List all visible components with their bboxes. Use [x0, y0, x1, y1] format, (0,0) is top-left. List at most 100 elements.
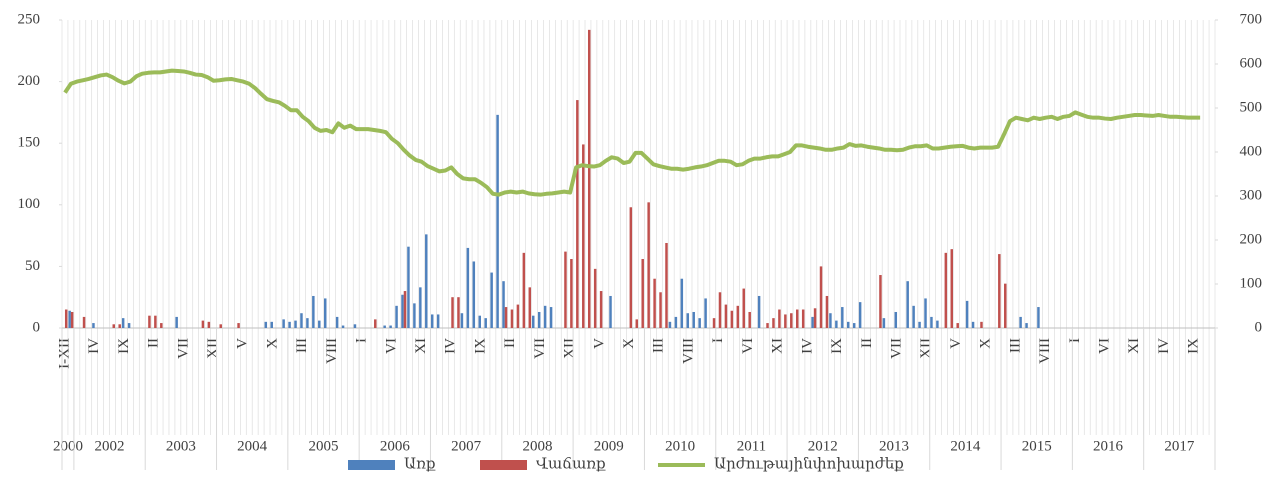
bar	[680, 278, 684, 328]
bar	[665, 242, 668, 328]
bar	[757, 295, 761, 328]
legend-swatch	[480, 460, 527, 470]
bar	[335, 316, 339, 328]
x-tick-label: X	[621, 338, 637, 349]
y2-tick-label: 500	[1240, 99, 1263, 115]
year-label: 2006	[380, 438, 411, 454]
y-tick-label: 0	[33, 319, 41, 335]
bar	[502, 281, 505, 328]
bar	[1019, 316, 1022, 328]
bar	[466, 247, 470, 328]
bar	[312, 295, 315, 328]
bar	[668, 321, 672, 328]
bar	[858, 302, 862, 328]
bar	[264, 321, 268, 328]
bar	[516, 304, 520, 328]
bar	[918, 321, 921, 328]
bar	[1025, 323, 1028, 328]
bar	[724, 304, 728, 328]
y2-tick-label: 700	[1240, 11, 1263, 27]
x-tick-label: XI	[1126, 338, 1142, 354]
bar	[374, 319, 377, 328]
bar	[504, 307, 508, 328]
bar	[593, 268, 597, 328]
bar	[413, 303, 416, 328]
bar	[698, 318, 701, 328]
x-tick-label: XI	[413, 338, 429, 354]
bar	[522, 252, 526, 328]
bar	[318, 320, 321, 328]
x-tick-label: V	[948, 338, 964, 349]
bar	[879, 275, 882, 328]
x-tick-label: I	[354, 338, 370, 343]
x-tick-label: III	[651, 338, 667, 353]
bar	[237, 323, 240, 328]
year-label: 2005	[309, 438, 339, 454]
bar	[704, 298, 707, 328]
x-tick-label: III	[1007, 338, 1023, 353]
bar	[175, 316, 178, 328]
bar	[288, 321, 291, 328]
x-tick-label: XII	[562, 338, 578, 359]
x-tick-label: IX	[1186, 338, 1202, 354]
bar	[801, 309, 805, 328]
x-tick-label: VII	[532, 338, 548, 359]
x-tick-label: V	[235, 338, 251, 349]
x-tick-label: IX	[116, 338, 132, 354]
bar	[425, 234, 428, 328]
bar	[766, 323, 769, 328]
bar	[936, 320, 939, 328]
x-tick-label: VI	[1096, 338, 1112, 354]
year-label: 2011	[737, 438, 766, 454]
y-tick-label: 150	[18, 135, 41, 151]
bar	[407, 246, 410, 328]
y2-tick-label: 300	[1240, 187, 1263, 203]
x-tick-label: VIII	[324, 338, 340, 364]
year-label: 2003	[166, 438, 196, 454]
x-tick-label: XI	[770, 338, 786, 354]
bar	[712, 318, 716, 328]
bar	[813, 308, 817, 328]
bar	[436, 314, 440, 328]
bar	[582, 144, 585, 328]
bar	[510, 309, 514, 328]
bar	[419, 287, 422, 328]
y2-tick-label: 400	[1240, 143, 1263, 159]
bar	[998, 254, 1001, 328]
bar	[564, 251, 567, 328]
bar	[847, 321, 850, 328]
bar	[852, 323, 856, 328]
year-label: 2014	[950, 438, 981, 454]
y2-tick-label: 600	[1240, 55, 1263, 71]
bar	[306, 318, 309, 328]
x-tick-label: II	[502, 338, 518, 348]
x-tick-label: VIII	[680, 338, 696, 364]
bar	[784, 314, 787, 328]
year-label: 2008	[522, 438, 552, 454]
x-tick-label: XII	[205, 338, 221, 359]
year-label: 2017	[1164, 438, 1195, 454]
bar	[324, 298, 327, 328]
year-label: 2015	[1022, 438, 1052, 454]
bar	[730, 310, 734, 328]
x-tick-label: II	[859, 338, 875, 348]
x-tick-label: X	[264, 338, 280, 349]
bar	[811, 316, 814, 328]
y-tick-label: 200	[18, 73, 41, 89]
bar	[841, 307, 844, 328]
x-tick-label: VI	[383, 338, 399, 354]
year-label: 2002	[95, 438, 125, 454]
bar	[403, 291, 407, 328]
line	[63, 68, 1201, 197]
bar	[1004, 283, 1007, 328]
bar	[383, 325, 386, 328]
x-tick-label: IX	[829, 338, 845, 354]
bar	[478, 315, 482, 328]
bar	[207, 321, 211, 328]
x-tick-label: IV	[86, 338, 102, 354]
bar	[451, 297, 454, 328]
x-tick-label: VI	[740, 338, 756, 354]
x-tick-label: IV	[799, 338, 815, 354]
bar	[570, 259, 573, 328]
bar	[609, 295, 612, 328]
